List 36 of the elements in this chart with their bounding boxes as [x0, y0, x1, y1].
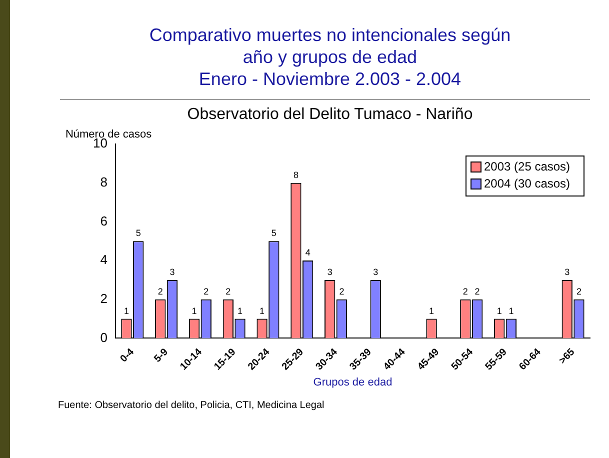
data-label: 5 — [136, 228, 141, 238]
data-label: 2 — [339, 286, 344, 296]
data-label: 3 — [170, 266, 175, 277]
data-label: 2 — [576, 286, 582, 296]
data-label: 1 — [192, 306, 197, 316]
data-label: 4 — [305, 248, 310, 258]
legend-label: 2004 (30 casos) — [484, 176, 570, 190]
data-label: 2 — [226, 286, 231, 296]
data-label: 2 — [158, 286, 163, 296]
data-label: 1 — [260, 306, 265, 316]
data-label: 2 — [462, 286, 468, 296]
y-tick-label: 2 — [100, 290, 108, 306]
x-tick-label: 0-4 — [118, 346, 137, 365]
data-label: 2 — [474, 286, 480, 296]
chart-subtitle: Observatorio del Delito Tumaco - Nariño — [186, 106, 474, 124]
data-label: 8 — [293, 170, 298, 180]
data-label: 3 — [327, 266, 332, 277]
data-label: 1 — [508, 306, 514, 316]
data-label: 1 — [238, 306, 243, 316]
data-label: 2 — [204, 286, 209, 296]
y-tick-label: 6 — [100, 213, 108, 228]
legend-label: 2003 (25 casos) — [484, 159, 570, 174]
x-tick-label: 5-9 — [152, 346, 171, 365]
data-label: 3 — [373, 266, 378, 277]
x-tick-label: >65 — [557, 346, 578, 367]
y-tick-label: 0 — [100, 330, 108, 345]
data-label: 3 — [564, 266, 570, 277]
x-axis-title: Grupos de edad — [313, 376, 392, 388]
y-tick-label: 4 — [100, 252, 108, 268]
data-label: 1 — [124, 306, 129, 316]
data-label: 1 — [496, 306, 502, 316]
y-tick-label: 8 — [100, 174, 108, 190]
source-note: Fuente: Observatorio del delito, Policia, CTI, Medicina Legal — [58, 400, 324, 411]
chart-title: Comparativo muertes no intencionales según año y grupos de edad Enero - Noviembre 2.003 - 2.004 — [148, 24, 512, 90]
data-label: 1 — [429, 306, 434, 316]
data-label: 5 — [271, 228, 276, 238]
